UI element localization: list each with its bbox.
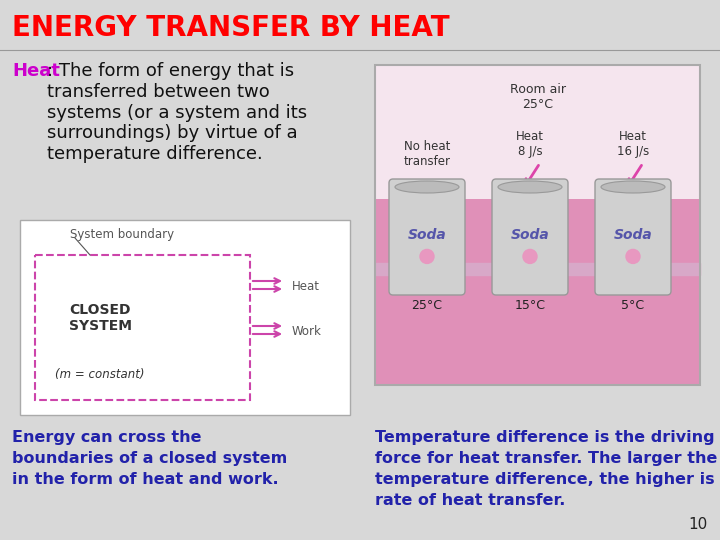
Text: 8 J/s: 8 J/s: [518, 145, 542, 158]
Text: Soda: Soda: [408, 228, 446, 242]
FancyBboxPatch shape: [595, 179, 671, 295]
Text: No heat
transfer: No heat transfer: [403, 140, 451, 168]
Text: (m = constant): (m = constant): [55, 368, 145, 381]
FancyBboxPatch shape: [492, 179, 568, 295]
Text: Room air: Room air: [510, 83, 565, 96]
Bar: [20, 220, 350, 415]
Ellipse shape: [601, 181, 665, 193]
Text: Soda: Soda: [510, 228, 549, 242]
Text: System boundary: System boundary: [70, 228, 174, 241]
Text: 10: 10: [689, 517, 708, 532]
Circle shape: [420, 249, 434, 264]
FancyBboxPatch shape: [389, 179, 465, 295]
Text: Temperature difference is the driving
force for heat transfer. The larger the
te: Temperature difference is the driving fo…: [375, 430, 720, 508]
Text: : The form of energy that is
transferred between two
systems (or a system and it: : The form of energy that is transferred…: [47, 62, 307, 163]
Text: 25°C: 25°C: [412, 299, 443, 312]
Text: Heat: Heat: [292, 280, 320, 293]
Text: 16 J/s: 16 J/s: [617, 145, 649, 158]
Text: Heat: Heat: [516, 130, 544, 143]
Text: Energy can cross the
boundaries of a closed system
in the form of heat and work.: Energy can cross the boundaries of a clo…: [12, 430, 287, 487]
Text: ENERGY TRANSFER BY HEAT: ENERGY TRANSFER BY HEAT: [12, 14, 449, 42]
Bar: [35, 255, 250, 400]
Text: Heat: Heat: [619, 130, 647, 143]
Text: Heat: Heat: [12, 62, 60, 80]
Text: Soda: Soda: [613, 228, 652, 242]
Text: 25°C: 25°C: [522, 98, 553, 111]
Ellipse shape: [395, 181, 459, 193]
Ellipse shape: [498, 181, 562, 193]
Bar: [375, 199, 700, 385]
Text: 5°C: 5°C: [621, 299, 644, 312]
Circle shape: [626, 249, 640, 264]
Bar: [375, 65, 700, 385]
Bar: [375, 65, 700, 199]
Text: CLOSED
SYSTEM: CLOSED SYSTEM: [68, 303, 132, 333]
Text: 15°C: 15°C: [515, 299, 546, 312]
Text: Work: Work: [292, 325, 322, 338]
Circle shape: [523, 249, 537, 264]
